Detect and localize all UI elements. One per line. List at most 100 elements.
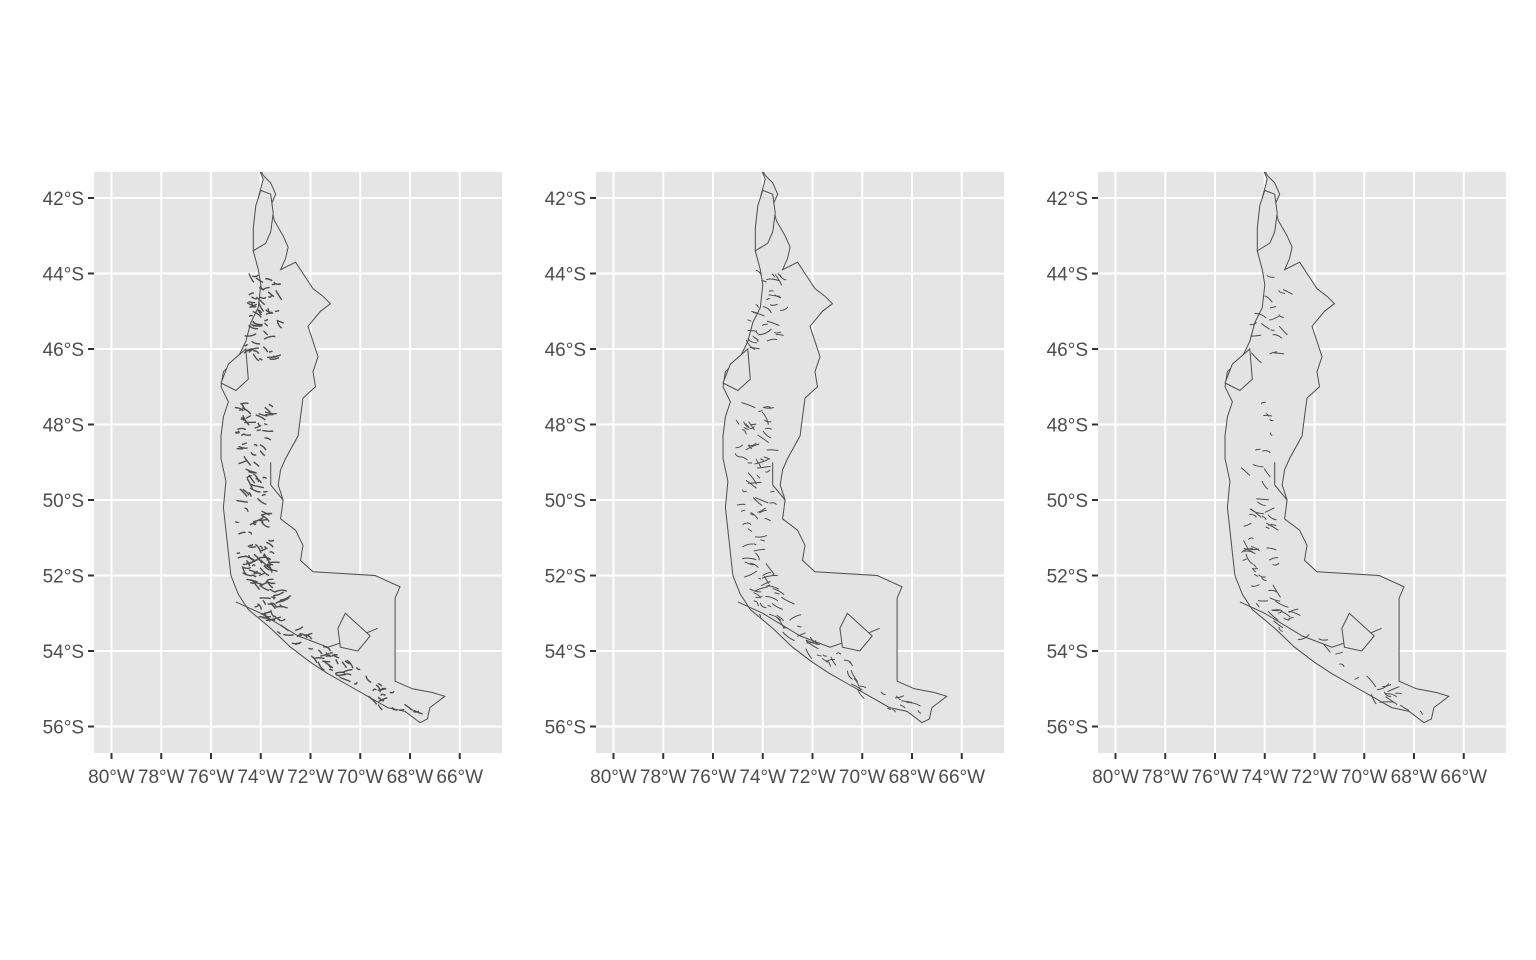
fjord-island (392, 708, 398, 711)
fjord-island (234, 406, 244, 412)
x-tick-label: 74°W (1241, 767, 1288, 788)
fjord-island (761, 323, 768, 327)
fjord-island (741, 402, 756, 409)
border-line (270, 462, 284, 501)
fjord-island (325, 652, 332, 658)
fjord-island (769, 502, 777, 506)
bay-outline (1341, 612, 1375, 652)
y-tick-label: 54°S (545, 642, 586, 663)
fjord-island (763, 306, 772, 314)
fjord-island (253, 572, 262, 575)
fjord-island (341, 661, 348, 669)
fjord-island (745, 423, 750, 428)
fjord-island (296, 634, 303, 638)
x-tick-label: 70°W (1341, 767, 1388, 788)
panel-background (1098, 172, 1506, 753)
peninsula-polygon (1224, 347, 1253, 392)
fjord-island (299, 632, 308, 639)
x-tick-label: 72°W (1291, 767, 1338, 788)
fjord-island (1261, 323, 1270, 330)
fjord-island (266, 578, 274, 582)
fjord-island (261, 510, 270, 516)
fjord-island (335, 659, 339, 665)
fjord-island (1243, 550, 1256, 555)
peninsula-polygon (220, 347, 249, 392)
fjord-island (259, 545, 263, 550)
fjord-island (853, 677, 861, 691)
fjord-island (761, 581, 771, 587)
fjord-island (775, 334, 784, 336)
fjord-island (242, 488, 250, 496)
fjord-island (1243, 540, 1249, 550)
fjord-island (244, 555, 255, 561)
fjord-island (742, 522, 747, 526)
fjord-island (372, 688, 377, 692)
fjord-island (764, 427, 772, 430)
fjord-island (740, 509, 746, 512)
fjord-island (756, 465, 771, 469)
fjord-island (1318, 638, 1329, 641)
fjord-island (758, 410, 763, 413)
fjord-island (377, 683, 383, 687)
fjord-island (398, 708, 405, 711)
fjord-island (276, 319, 285, 324)
y-tick-label: 54°S (1047, 642, 1088, 663)
fjord-island (262, 346, 269, 353)
fjord-island (749, 426, 755, 430)
fjord-island (267, 291, 275, 298)
fjord-island (1419, 710, 1423, 715)
fjord-island (766, 320, 780, 326)
fjord-island (1385, 696, 1398, 706)
fjord-island (246, 475, 253, 479)
fjord-island (377, 704, 383, 711)
fjord-island (241, 442, 247, 446)
y-tick-label: 54°S (43, 642, 84, 663)
fjord-island (234, 430, 240, 434)
fjord-island (246, 302, 256, 307)
fjord-island (747, 330, 757, 332)
fjord-island (749, 347, 760, 350)
fjord-island (735, 444, 744, 449)
fjord-island (328, 668, 334, 672)
fjord-island (269, 588, 276, 594)
fjord-island (789, 614, 802, 621)
fjord-island (253, 473, 260, 483)
fjord-island (747, 442, 757, 447)
fjord-island (1252, 463, 1264, 468)
fjord-island (1272, 584, 1281, 598)
fjord-island (252, 321, 263, 326)
fjord-island (763, 456, 771, 460)
fjord-island (1241, 548, 1253, 553)
fjord-island (389, 690, 395, 694)
x-tick-label: 76°W (188, 767, 235, 788)
fjord-island (825, 660, 831, 667)
map-panel: 42°S 44°S 46°S 48°S 50°S 52°S 54°S 56°S 80°W 78°W… (545, 172, 1004, 788)
fjord-island (849, 661, 853, 667)
fjord-island (771, 603, 783, 610)
fjord-island (248, 491, 252, 497)
fjord-island (843, 659, 852, 663)
fjord-island (317, 661, 325, 672)
bay-outline (337, 612, 371, 652)
fjord-island (766, 449, 779, 451)
fjord-island (259, 597, 271, 600)
fjord-island (375, 684, 381, 693)
y-tick-label: 50°S (43, 491, 84, 512)
fjord-island (240, 402, 246, 411)
fjord-island (742, 489, 747, 493)
fjord-island (822, 654, 828, 657)
fjord-island (1261, 576, 1267, 582)
x-tick-label: 76°W (1192, 767, 1239, 788)
fjord-island (270, 610, 275, 618)
fjord-island (251, 564, 256, 567)
x-tick-label: 74°W (739, 767, 786, 788)
fjord-island (265, 277, 273, 282)
fjord-island (760, 539, 766, 542)
y-tick-label: 48°S (1047, 416, 1088, 437)
fjord-island (1254, 573, 1259, 577)
fjord-island (1277, 290, 1286, 294)
fjord-island (1265, 526, 1270, 529)
fjord-island (249, 559, 257, 564)
fjord-island (762, 572, 772, 577)
fjord-island (248, 292, 255, 296)
